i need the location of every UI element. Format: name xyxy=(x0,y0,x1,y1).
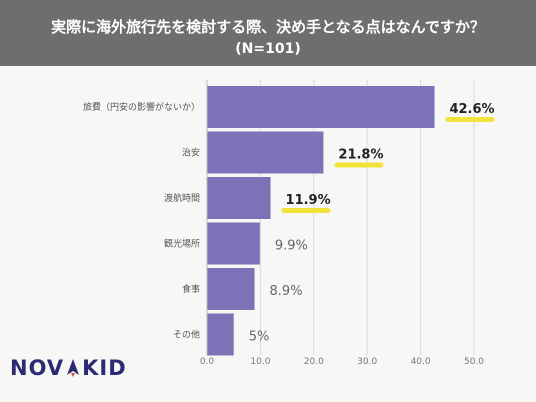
chart-title: 実際に海外旅行先を検討する際、決め手となる点はなんですか？ xyxy=(51,18,485,36)
bar xyxy=(207,131,324,174)
chart-subtitle: (N=101) xyxy=(235,41,301,57)
x-tick-label: 30.0 xyxy=(357,357,377,367)
logo-text-right: KID xyxy=(82,356,127,380)
x-tick-label: 20.0 xyxy=(304,357,324,367)
category-label: 食事 xyxy=(182,283,200,295)
bar xyxy=(207,86,435,128)
x-tick-label: 40.0 xyxy=(411,357,431,367)
category-label: 治安 xyxy=(182,147,200,159)
bar xyxy=(207,222,260,265)
header-banner: 実際に海外旅行先を検討する際、決め手となる点はなんですか？ (N=101) xyxy=(0,0,536,66)
value-label: 11.9% xyxy=(286,193,331,208)
category-label: 旅費（円安の影響がないか） xyxy=(83,101,200,113)
x-tick-label: 10.0 xyxy=(250,357,270,367)
x-tick-label: 0.0 xyxy=(200,357,215,367)
category-label: 観光場所 xyxy=(164,238,200,250)
logo-text-left: NOV xyxy=(10,356,65,380)
bar xyxy=(207,268,255,310)
value-label: 8.9% xyxy=(270,284,303,299)
value-label: 5% xyxy=(249,330,270,345)
category-label: 渡航時間 xyxy=(164,192,200,204)
value-label: 42.6% xyxy=(449,102,494,117)
bar xyxy=(207,177,271,219)
novakid-logo: NOV KID xyxy=(10,356,127,380)
value-label: 9.9% xyxy=(275,239,308,254)
value-label: 21.8% xyxy=(338,148,383,163)
bar xyxy=(207,313,234,356)
x-tick-label: 50.0 xyxy=(464,357,484,367)
value-highlight xyxy=(445,117,495,122)
rocket-icon xyxy=(65,358,81,378)
value-highlight xyxy=(334,162,384,168)
value-highlight xyxy=(281,208,331,213)
category-label: その他 xyxy=(173,329,200,341)
